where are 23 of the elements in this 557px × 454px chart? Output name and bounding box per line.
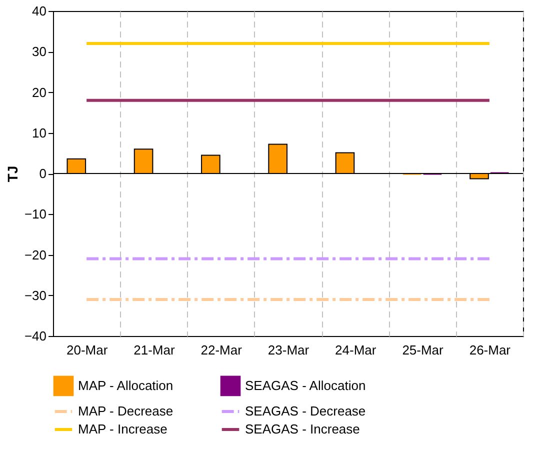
legend-label: MAP - Decrease <box>78 404 174 418</box>
y-tick-label: −40 <box>24 328 46 344</box>
y-tick-label: −20 <box>24 247 46 262</box>
y-tick-label: 40 <box>32 4 46 18</box>
x-tick-label: 24-Mar <box>335 342 377 358</box>
legend-label: MAP - Allocation <box>78 378 174 393</box>
y-tick-label: 30 <box>32 44 46 60</box>
x-tick-label: 25-Mar <box>402 342 444 358</box>
legend-label: SEAGAS - Decrease <box>245 404 366 418</box>
x-tick-label: 21-Mar <box>134 342 176 358</box>
x-tick-label: 22-Mar <box>200 342 243 358</box>
legend-label: MAP - Increase <box>78 422 168 436</box>
y-tick-label: 10 <box>32 125 46 140</box>
y-axis-title: TJ <box>4 166 20 182</box>
y-tick-label: −30 <box>24 288 46 303</box>
y-tick-label: 0 <box>39 166 46 181</box>
y-tick-label: −10 <box>24 206 46 222</box>
x-tick-label: 26-Mar <box>469 342 512 358</box>
legend-label: SEAGAS - Increase <box>245 422 360 436</box>
x-tick-label: 20-Mar <box>66 342 108 358</box>
x-tick-label: 23-Mar <box>268 342 310 358</box>
y-tick-label: 20 <box>32 84 46 100</box>
legend-label: SEAGAS - Allocation <box>245 378 366 393</box>
